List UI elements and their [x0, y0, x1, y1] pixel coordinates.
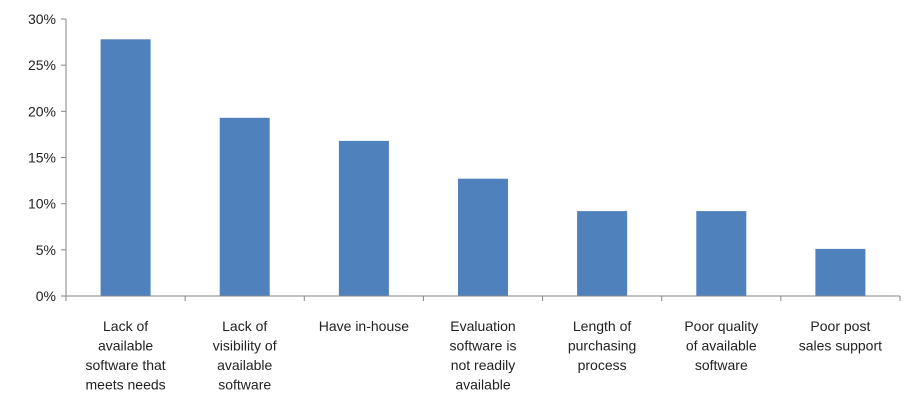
bars-layer [100, 39, 866, 297]
bar-2 [219, 117, 270, 296]
bar-3 [338, 140, 389, 296]
x-category-label: Poor post sales support [799, 318, 882, 354]
y-tick-label: 5% [36, 242, 56, 258]
labels-layer: 0% 5% 10% 15% 20% 25% 30% Lack of available softw… [28, 11, 882, 393]
y-tick-label: 30% [28, 11, 56, 27]
x-category-label: Poor quality of available software [684, 318, 758, 373]
y-tick-label: 10% [28, 196, 56, 212]
bar-7 [815, 248, 866, 296]
x-category-label: Lack of available software that meets needs [86, 318, 166, 393]
y-tick-label: 25% [28, 57, 56, 73]
x-category-label: Length of purchasing process [568, 318, 637, 373]
y-tick-label: 20% [28, 103, 56, 119]
bar-5 [577, 211, 628, 296]
y-tick-label: 0% [36, 288, 56, 304]
x-category-label: Lack of visibility of available software [213, 318, 277, 393]
bar-6 [696, 211, 747, 296]
y-tick-label: 15% [28, 150, 56, 166]
bar-4 [458, 178, 508, 296]
x-category-label: Evaluation software is not readily availabl… [450, 318, 517, 393]
axes-layer [61, 18, 901, 301]
x-category-label: Have in-house [319, 318, 409, 334]
bar-1 [100, 39, 151, 297]
